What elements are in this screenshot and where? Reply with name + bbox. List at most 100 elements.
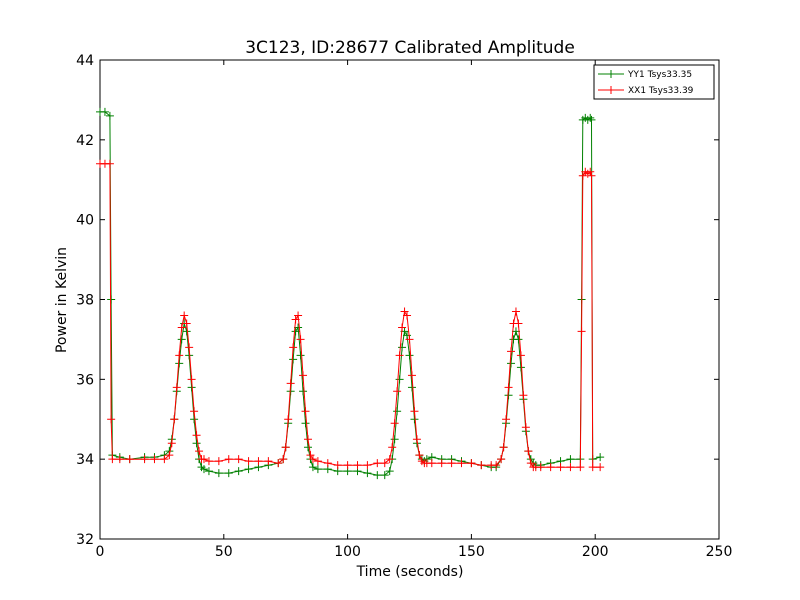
y-axis-label: Power in Kelvin (54, 247, 70, 353)
y-tick-label: 34 (76, 452, 94, 468)
data-point (524, 447, 533, 456)
data-point (115, 455, 124, 464)
data-point (190, 407, 199, 416)
data-point (244, 465, 253, 474)
legend-entry-yy1: YY1 Tsys33.35 (598, 70, 692, 80)
data-point (294, 323, 303, 332)
data-point (301, 419, 310, 428)
data-point (125, 455, 134, 464)
y-tick-label: 42 (76, 133, 94, 149)
data-point (160, 455, 169, 464)
data-point (507, 359, 516, 368)
data-point (281, 443, 290, 452)
y-tick-label: 36 (76, 372, 94, 388)
series-xx1 (96, 159, 605, 472)
data-point (192, 431, 201, 440)
data-point (187, 375, 196, 384)
legend-marker-yy1 (607, 70, 615, 78)
data-point (308, 455, 317, 464)
data-point (254, 457, 263, 466)
data-point (279, 455, 288, 464)
data-point (577, 327, 586, 336)
data-point (385, 455, 394, 464)
data-point (224, 455, 233, 464)
data-point (303, 435, 312, 444)
data-point (393, 387, 402, 396)
data-point (199, 465, 208, 474)
data-point (390, 419, 399, 428)
data-point (140, 455, 149, 464)
data-point (410, 407, 419, 416)
legend-entry-xx1: XX1 Tsys33.39 (598, 86, 694, 96)
data-point (587, 115, 596, 124)
data-point (385, 467, 394, 476)
data-point (175, 351, 184, 360)
data-point (586, 167, 595, 176)
data-point (107, 415, 116, 424)
data-point (294, 311, 303, 320)
data-point (390, 435, 399, 444)
data-point (395, 375, 404, 384)
legend-marker-xx1 (607, 86, 615, 94)
data-point (398, 323, 407, 332)
data-point (514, 335, 523, 344)
data-point (596, 463, 605, 472)
data-point (447, 459, 456, 468)
data-point (296, 335, 305, 344)
data-point (588, 463, 597, 472)
data-point (190, 415, 199, 424)
data-point (576, 463, 585, 472)
data-point (308, 463, 317, 472)
data-point (516, 363, 525, 372)
data-point (192, 439, 201, 448)
data-point (234, 467, 243, 476)
data-point (170, 415, 179, 424)
data-point (514, 319, 523, 328)
data-point (373, 459, 382, 468)
data-point (182, 327, 191, 336)
data-point (363, 461, 372, 470)
data-point (180, 311, 189, 320)
x-tick-label: 0 (96, 544, 105, 560)
data-point (286, 379, 295, 388)
data-point (167, 439, 176, 448)
data-point (502, 415, 511, 424)
data-point (323, 459, 332, 468)
data-point (546, 463, 555, 472)
data-point (264, 457, 273, 466)
data-point (596, 453, 605, 462)
data-point (199, 455, 208, 464)
x-axis-label: Time (seconds) (356, 564, 464, 580)
data-point (380, 459, 389, 468)
data-point (407, 383, 416, 392)
data-point (150, 455, 159, 464)
legend-label-xx1: XX1 Tsys33.39 (628, 86, 694, 96)
data-point (177, 335, 186, 344)
data-point (289, 355, 298, 364)
data-point (497, 455, 506, 464)
data-point (410, 415, 419, 424)
y-tick-label: 32 (76, 532, 94, 548)
data-point (274, 459, 283, 468)
data-point (521, 423, 530, 432)
data-point (204, 457, 213, 466)
data-point (499, 443, 508, 452)
x-tick-label: 50 (215, 544, 233, 560)
y-tick-label: 40 (76, 213, 94, 229)
data-point (407, 371, 416, 380)
data-point (536, 463, 545, 472)
x-tick-label: 250 (706, 544, 733, 560)
data-point (303, 443, 312, 452)
data-point (519, 391, 528, 400)
x-tick-label: 100 (334, 544, 361, 560)
data-point (363, 469, 372, 478)
data-point (492, 461, 501, 470)
data-point (172, 383, 181, 392)
data-point (234, 455, 243, 464)
data-point (100, 107, 109, 116)
data-point (165, 451, 174, 460)
data-point (388, 443, 397, 452)
data-point (214, 469, 223, 478)
data-point (587, 171, 596, 180)
data-point (185, 343, 194, 352)
